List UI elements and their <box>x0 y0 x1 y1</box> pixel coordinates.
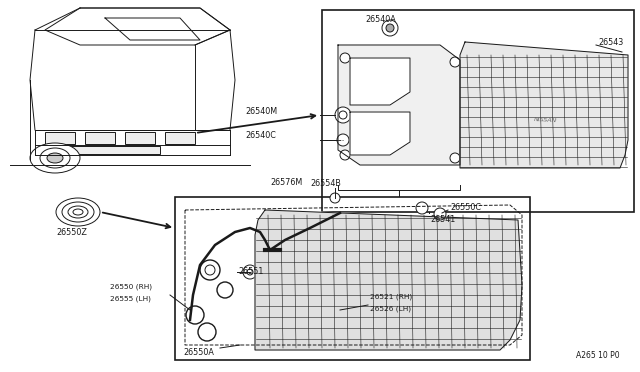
Text: 26540C: 26540C <box>245 131 276 141</box>
Ellipse shape <box>247 269 253 275</box>
Polygon shape <box>350 112 410 155</box>
Ellipse shape <box>200 260 220 280</box>
Polygon shape <box>460 42 628 168</box>
Text: 26550 (RH): 26550 (RH) <box>110 283 152 290</box>
Ellipse shape <box>243 265 257 279</box>
Text: 26550Z: 26550Z <box>56 228 87 237</box>
Text: 26555 (LH): 26555 (LH) <box>110 295 151 302</box>
Bar <box>125 132 155 144</box>
Ellipse shape <box>217 282 233 298</box>
Ellipse shape <box>339 111 347 119</box>
Text: 26541: 26541 <box>430 215 455 224</box>
Ellipse shape <box>198 323 216 341</box>
Text: NISSAN: NISSAN <box>533 117 557 123</box>
Polygon shape <box>255 210 522 350</box>
Text: 26526 (LH): 26526 (LH) <box>370 305 411 312</box>
Text: 26551: 26551 <box>238 267 264 276</box>
Bar <box>85 132 115 144</box>
Bar <box>45 132 75 144</box>
Ellipse shape <box>340 150 350 160</box>
Text: 26540A: 26540A <box>365 15 396 24</box>
Bar <box>175 197 530 360</box>
Text: 26554B: 26554B <box>310 179 341 188</box>
Text: 26550A: 26550A <box>183 348 214 357</box>
Text: 26540M: 26540M <box>245 106 277 115</box>
Ellipse shape <box>205 265 215 275</box>
Ellipse shape <box>434 208 446 220</box>
Text: 26576M: 26576M <box>270 178 302 187</box>
Text: 26550C: 26550C <box>450 203 481 212</box>
Ellipse shape <box>382 20 398 36</box>
Ellipse shape <box>40 148 70 168</box>
Ellipse shape <box>340 53 350 63</box>
Ellipse shape <box>330 193 340 203</box>
Ellipse shape <box>416 202 428 214</box>
Bar <box>322 10 634 212</box>
Ellipse shape <box>186 306 204 324</box>
Ellipse shape <box>30 143 80 173</box>
Ellipse shape <box>47 153 63 163</box>
Ellipse shape <box>337 134 349 146</box>
Bar <box>60 146 160 154</box>
Bar <box>165 132 195 144</box>
Polygon shape <box>350 58 410 105</box>
Text: A265 10 P0: A265 10 P0 <box>577 351 620 360</box>
Ellipse shape <box>450 57 460 67</box>
Text: 26521 (RH): 26521 (RH) <box>370 294 412 300</box>
Text: 26543: 26543 <box>598 38 623 47</box>
Ellipse shape <box>386 24 394 32</box>
Ellipse shape <box>450 153 460 163</box>
Polygon shape <box>338 45 460 165</box>
Ellipse shape <box>335 107 351 123</box>
